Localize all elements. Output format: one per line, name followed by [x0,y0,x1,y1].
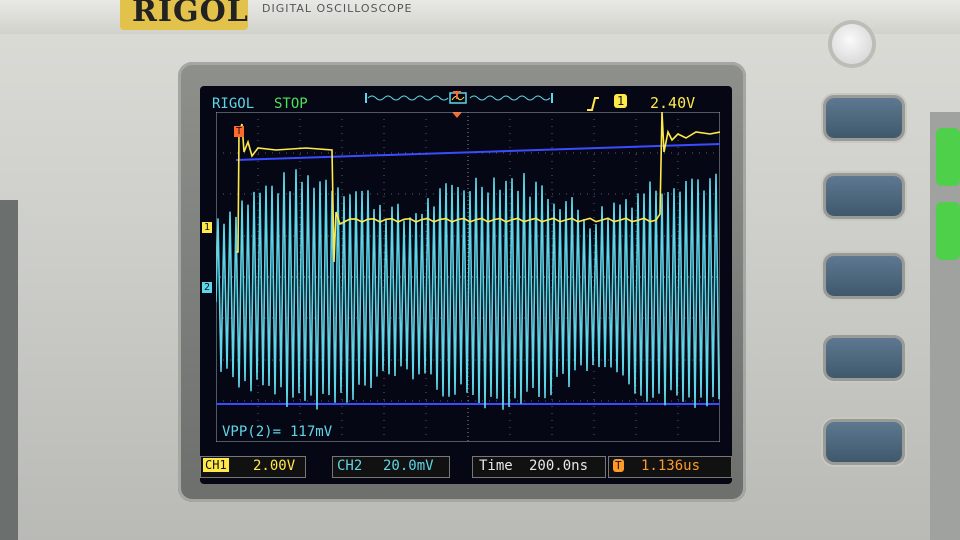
softkey-5[interactable] [826,422,902,462]
ch1-scale: 2.00V [253,458,296,474]
green-function-key-bottom[interactable] [936,202,960,260]
timebase-box[interactable]: Time 200.0ns [472,456,606,478]
run-stop-status: STOP [274,96,308,112]
softkey-2[interactable] [826,176,902,216]
cursor-line-upper[interactable] [235,143,720,161]
trigger-offset-box[interactable]: T 1.136us [608,456,732,478]
waveform-traces [216,112,720,410]
ch2-scale-box[interactable]: CH2 20.0mV [332,456,450,478]
rising-edge-icon [587,97,599,111]
waveform-display [216,112,720,442]
green-function-key-top[interactable] [936,128,960,186]
softkey-4[interactable] [826,338,902,378]
background-left [0,200,18,540]
ch2-level-marker[interactable]: 2 [202,282,213,293]
brand-subtitle: DIGITAL OSCILLOSCOPE [262,2,413,15]
timebase-label: Time [479,458,513,474]
trigger-level: 2.40V [650,94,696,112]
trigger-marker[interactable]: T [234,126,245,137]
power-knob[interactable] [832,24,872,64]
ch2-label: CH2 [337,458,363,474]
ch1-level-marker[interactable]: 1 [202,222,213,233]
ch1-scale-box[interactable]: CH1 2.00V [200,456,306,478]
trigger-channel-badge: 1 [614,94,628,108]
ch2-scale: 20.0mV [383,458,434,474]
ch1-waveform [236,112,720,263]
softkey-3[interactable] [826,256,902,296]
trigger-offset-value: 1.136us [641,458,701,474]
measurement-label: VPP(2)= [222,424,282,440]
ch2-waveform [216,169,720,410]
screen-brand: RIGOL [212,96,255,112]
softkey-1[interactable] [826,98,902,138]
brand-logo: RIGOL [120,0,248,30]
trigger-offset-icon: T [613,459,624,472]
trigger-position-icon [452,91,462,118]
oscilloscope-screen: RIGOL STOP 1 2.40V [200,86,732,484]
measurement-value: 117mV [290,424,333,440]
trigger-memory-bar [365,92,553,104]
ch1-label: CH1 [203,458,229,472]
timebase-value: 200.0ns [529,458,589,474]
